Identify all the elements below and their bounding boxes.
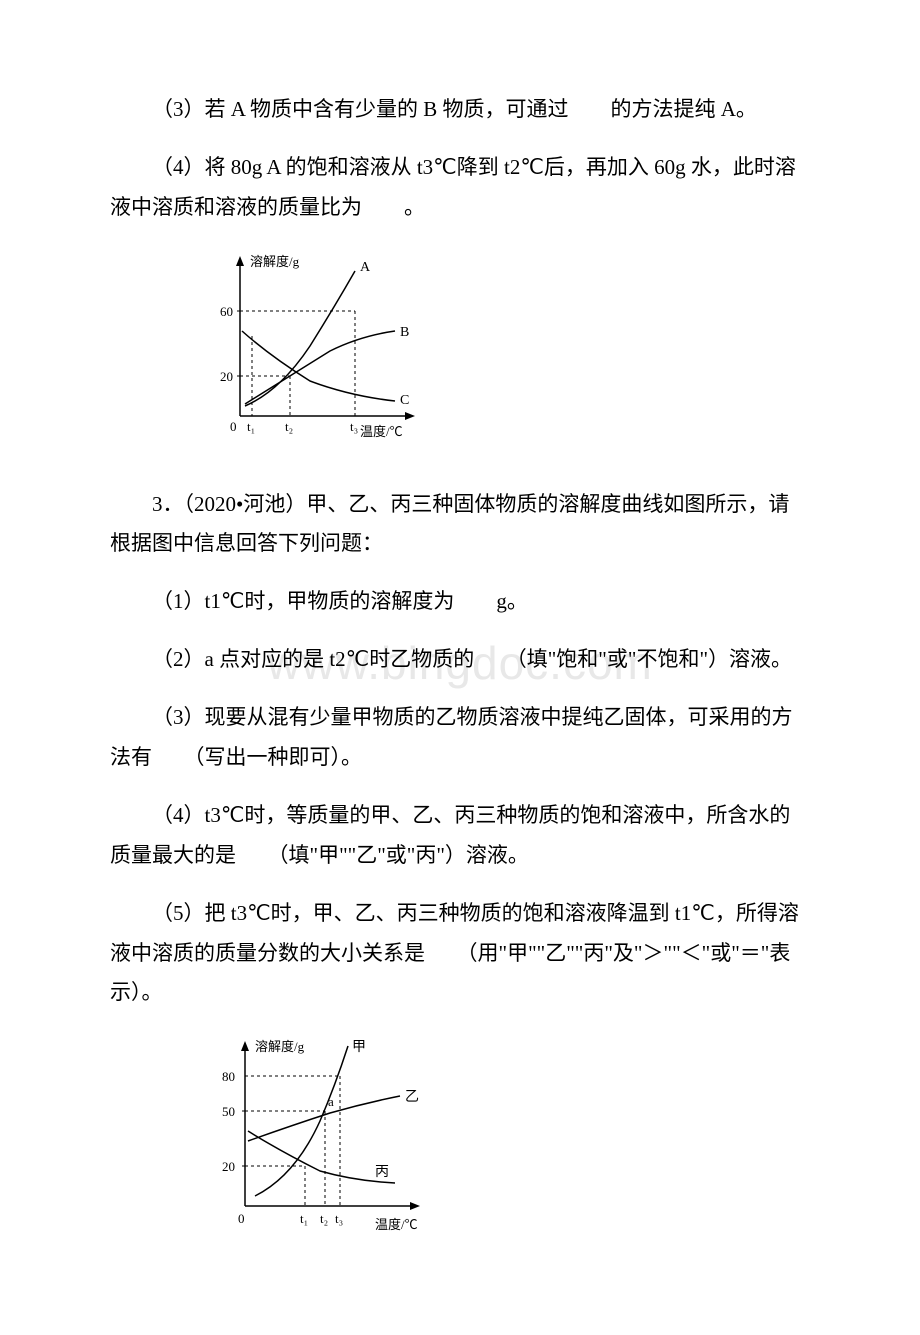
chart2-xtick-t2: t₂ (320, 1211, 328, 1226)
chart1-svg: 溶解度/g 60 20 温度/℃ 0 t₁ t₂ t₃ A B (200, 246, 430, 446)
chart2-curve-bing-label: 丙 (375, 1165, 389, 1180)
chart1-xtick-0: 0 (230, 419, 237, 434)
chart1-xtick-t1: t₁ (247, 419, 255, 434)
problem3-q2: （2）a 点对应的是 t2℃时乙物质的 （填"饱和"或"不饱和"）溶液。 (110, 640, 810, 680)
problem3-q4: （4）t3℃时，等质量的甲、乙、丙三种物质的饱和溶液中，所含水的质量最大的是 （… (110, 796, 810, 876)
solubility-chart-1: 溶解度/g 60 20 温度/℃ 0 t₁ t₂ t₃ A B (200, 246, 810, 460)
document-content: （3）若 A 物质中含有少量的 B 物质，可通过 的方法提纯 A。 （4）将 8… (110, 90, 810, 1250)
chart1-xtick-t2: t₂ (285, 419, 293, 434)
problem3-intro: 3．（2020•河池）甲、乙、丙三种固体物质的溶解度曲线如图所示，请根据图中信息… (110, 485, 810, 565)
chart1-xlabel: 温度/℃ (360, 424, 403, 439)
chart2-point-a-label: a (328, 1094, 334, 1109)
chart2-ytick-20: 20 (222, 1159, 235, 1174)
chart2-ytick-50: 50 (222, 1104, 235, 1119)
problem3-q5: （5）把 t3℃时，甲、乙、丙三种物质的饱和溶液降温到 t1℃，所得溶液中溶质的… (110, 894, 810, 1014)
chart1-curve-a-label: A (360, 260, 371, 275)
chart1-ytick-20: 20 (220, 369, 233, 384)
chart1-curve-b-label: B (400, 325, 409, 340)
chart1-curve-c-label: C (400, 393, 409, 408)
chart2-ytick-80: 80 (222, 1069, 235, 1084)
chart2-curve-jia-label: 甲 (352, 1040, 366, 1055)
chart2-ylabel: 溶解度/g (255, 1039, 305, 1054)
problem3-q3: （3）现要从混有少量甲物质的乙物质溶液中提纯乙固体，可采用的方法有 （写出一种即… (110, 698, 810, 778)
question-3: （3）若 A 物质中含有少量的 B 物质，可通过 的方法提纯 A。 (110, 90, 810, 130)
chart1-ytick-60: 60 (220, 304, 233, 319)
chart2-xtick-0: 0 (238, 1211, 245, 1226)
chart2-xtick-t3: t₃ (335, 1211, 343, 1226)
question-4: （4）将 80g A 的饱和溶液从 t3℃降到 t2℃后，再加入 60g 水，此… (110, 148, 810, 228)
chart2-xtick-t1: t₁ (300, 1211, 308, 1226)
solubility-chart-2: 溶解度/g 80 50 20 温度/℃ 0 t₁ t₂ t₃ 甲 (200, 1031, 810, 1250)
problem3-q1: （1）t1℃时，甲物质的溶解度为 g。 (110, 582, 810, 622)
chart2-curve-yi-label: 乙 (405, 1089, 419, 1105)
chart1-xtick-t3: t₃ (350, 419, 358, 434)
chart1-ylabel: 溶解度/g (250, 254, 300, 269)
chart2-xlabel: 温度/℃ (375, 1217, 418, 1232)
chart2-svg: 溶解度/g 80 50 20 温度/℃ 0 t₁ t₂ t₃ 甲 (200, 1031, 440, 1236)
